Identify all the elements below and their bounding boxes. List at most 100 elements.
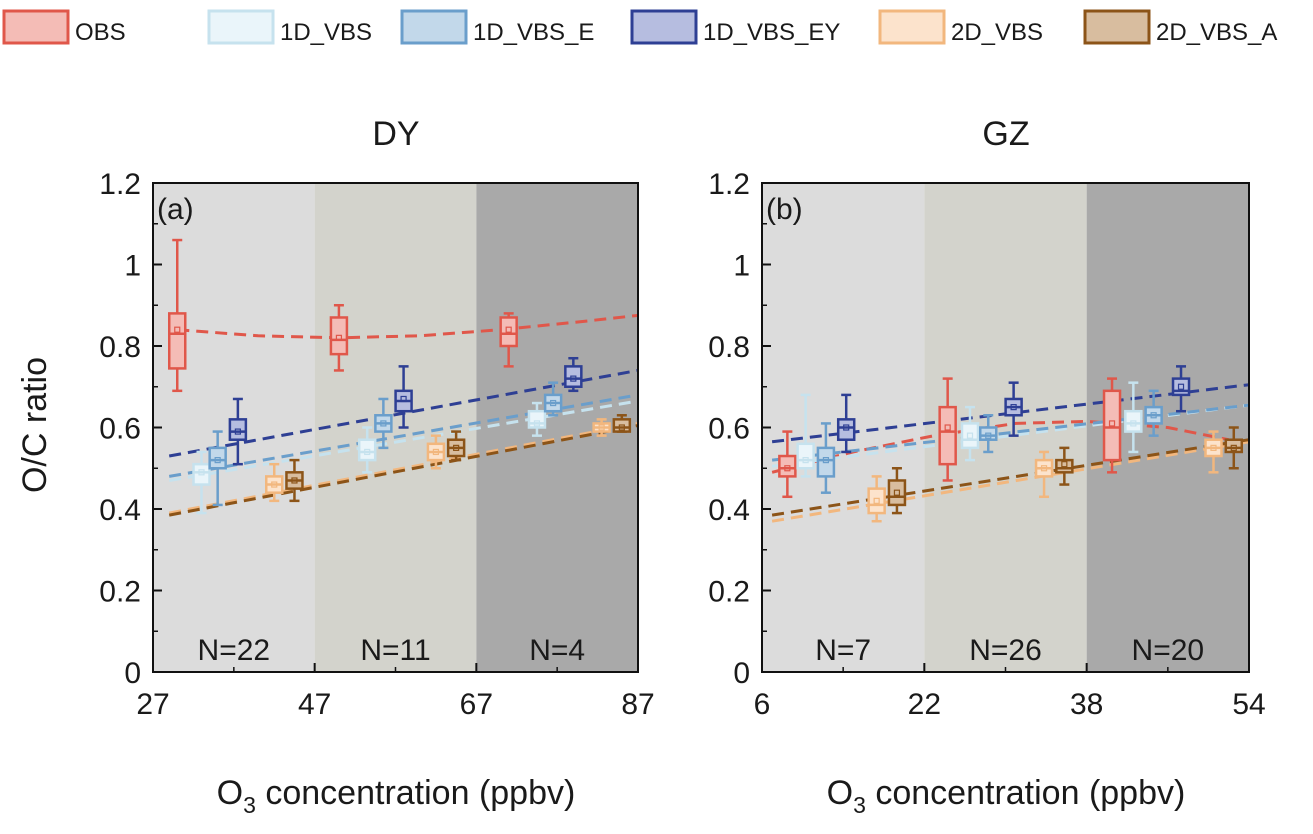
x-axis-label: O3 concentration (ppbv) xyxy=(217,774,576,818)
x-tick-label: 6 xyxy=(754,688,771,721)
box-2d-vbs-a xyxy=(612,414,632,433)
box-1d-vbs xyxy=(357,426,377,474)
x-tick-label: 22 xyxy=(908,688,941,721)
mean-marker xyxy=(214,457,221,464)
box-body xyxy=(796,442,815,470)
x-tick-label: 47 xyxy=(298,688,331,721)
box-2d-vbs xyxy=(1204,430,1223,474)
mean-marker xyxy=(505,326,512,333)
box-obs xyxy=(168,238,187,393)
box-1d-vbs-ey xyxy=(228,397,248,466)
y-tick-label: 1 xyxy=(124,250,141,283)
box-obs xyxy=(499,312,518,368)
box-body xyxy=(938,405,957,466)
box-2d-vbs xyxy=(1034,450,1054,499)
x-tick-label: 27 xyxy=(136,688,169,721)
y-tick-label: 0.2 xyxy=(708,576,750,609)
mean-marker xyxy=(985,432,992,439)
region-count-label: N=26 xyxy=(969,634,1042,667)
mean-marker xyxy=(944,424,951,431)
legend-swatch xyxy=(1083,9,1151,45)
x-tick-label: 38 xyxy=(1070,688,1103,721)
x-axis-label: O3 concentration (ppbv) xyxy=(827,774,1186,818)
box-obs xyxy=(778,430,797,499)
mean-marker xyxy=(533,420,541,427)
y-tick-label: 0 xyxy=(124,657,141,690)
legend-swatch xyxy=(400,9,468,45)
legend-swatch xyxy=(207,9,275,45)
region-count-label: N=7 xyxy=(815,634,871,667)
mean-marker xyxy=(822,457,830,464)
box-obs xyxy=(938,377,957,482)
panel-title: DY xyxy=(372,115,419,153)
legend-label: 2D_VBS_A xyxy=(1156,19,1277,46)
box-2d-vbs xyxy=(592,418,611,437)
panel-gz: GZ N=7 N=26 N=20 (b) 0 0.2 0.4 0.6 0.8 1 1.2 6 22 38 5… xyxy=(708,115,1265,818)
mean-marker xyxy=(550,399,557,407)
legend-item-2d-vbs: 2D_VBS xyxy=(878,9,1043,46)
box-2d-vbs-a xyxy=(446,430,466,462)
legend-swatch xyxy=(2,9,70,45)
panel-tag: (b) xyxy=(766,193,803,226)
box-1d-vbs-ey xyxy=(394,365,413,429)
legend-item-2d-vbs-a: 2D_VBS_A xyxy=(1083,9,1277,46)
box-2d-vbs-a xyxy=(285,458,304,503)
box-2d-vbs-a xyxy=(1224,426,1244,470)
mean-marker xyxy=(271,481,278,488)
mean-marker xyxy=(802,457,809,464)
mean-marker xyxy=(570,375,577,382)
legend-item-obs: OBS xyxy=(2,9,126,46)
fit-line-obs xyxy=(177,313,639,340)
region-shade xyxy=(314,183,477,672)
mean-marker xyxy=(784,465,791,472)
fit-line-2d-vbs xyxy=(771,440,1250,523)
mean-marker xyxy=(1108,420,1116,427)
box-1d-vbs-e xyxy=(374,397,393,450)
box-body xyxy=(867,487,886,515)
y-tick-label: 1.2 xyxy=(708,168,750,201)
mean-marker xyxy=(198,469,205,476)
mean-marker xyxy=(966,432,974,439)
region-count-label: N=4 xyxy=(529,634,585,667)
box-obs xyxy=(1102,377,1122,474)
region-count-label: N=20 xyxy=(1132,634,1205,667)
mean-marker xyxy=(234,428,241,435)
region-count-label: N=22 xyxy=(198,634,271,667)
y-tick-label: 0.4 xyxy=(708,494,750,527)
legend-label: 1D_VBS_EY xyxy=(703,19,840,46)
legend-label: OBS xyxy=(75,19,126,46)
box-1d-vbs-e xyxy=(208,430,227,507)
mean-marker xyxy=(291,477,298,484)
region-count-label: N=11 xyxy=(360,634,430,667)
box-1d-vbs-e xyxy=(816,422,836,494)
fit-line-2d-vbs-a xyxy=(168,424,639,517)
mean-marker xyxy=(1177,383,1185,390)
box-1d-vbs-ey xyxy=(564,356,583,393)
mean-marker xyxy=(453,444,460,451)
fit-line-1d-vbs-e xyxy=(771,403,1250,462)
legend-label: 1D_VBS xyxy=(280,19,372,46)
x-tick-label: 87 xyxy=(621,688,654,721)
mean-marker xyxy=(1150,412,1157,419)
mean-marker xyxy=(893,489,901,496)
mean-marker xyxy=(598,424,605,431)
box-2d-vbs xyxy=(867,475,886,523)
mean-marker xyxy=(432,448,440,456)
y-tick-label: 1 xyxy=(733,250,750,283)
y-tick-label: 0.2 xyxy=(99,576,141,609)
box-1d-vbs-e xyxy=(979,414,998,454)
box-1d-vbs-e xyxy=(543,381,563,417)
box-1d-vbs xyxy=(527,401,547,437)
box-body xyxy=(168,312,187,370)
y-tick-label: 0.6 xyxy=(708,413,750,446)
fit-line-1d-vbs xyxy=(168,399,639,482)
box-1d-vbs xyxy=(192,450,211,515)
mean-marker xyxy=(1010,404,1017,411)
legend-item-1d-vbs-e: 1D_VBS_E xyxy=(400,9,594,46)
mean-marker xyxy=(400,395,407,403)
mean-marker xyxy=(174,326,181,333)
mean-marker xyxy=(364,448,371,456)
fit-line-2d-vbs xyxy=(168,421,639,515)
panel-dy: DY N=22 N=11 N=4 (a) 0 0.2 0.4 0.6 0.8 1 1.2 27 47 67… xyxy=(16,115,655,818)
